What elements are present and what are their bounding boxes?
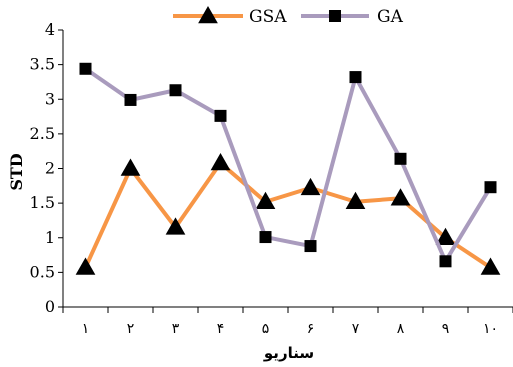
legend-item-gsa: GSA <box>173 5 287 27</box>
data-point-gsa <box>480 257 501 275</box>
x-tick-label: ۵ <box>262 321 270 337</box>
x-tick-label: ۴ <box>217 321 225 337</box>
x-tick-label: ۹ <box>442 321 450 337</box>
data-point-gsa <box>435 227 456 245</box>
data-point-gsa <box>345 191 366 209</box>
data-point-gsa <box>300 177 321 196</box>
data-point-gsa <box>210 152 231 171</box>
legend-label: GA <box>377 7 404 27</box>
series-layer <box>75 62 501 275</box>
data-point-ga <box>79 62 92 75</box>
data-point-gsa <box>255 191 276 209</box>
data-point-ga <box>349 71 362 84</box>
series-line-gsa <box>83 160 492 270</box>
data-point-gsa <box>120 158 141 176</box>
legend-label: GSA <box>249 7 287 27</box>
y-tick-label: 1 <box>45 228 55 247</box>
legend-marker <box>329 10 341 22</box>
legend-item-ga: GA <box>301 7 404 27</box>
data-point-ga <box>124 93 137 106</box>
legend: GSA GA <box>173 5 404 27</box>
data-point-ga <box>439 255 452 268</box>
data-point-gsa <box>75 257 96 275</box>
x-tick-label: ۲ <box>127 321 135 337</box>
y-tick-label: 0 <box>45 297 55 316</box>
y-tick-label: 1.5 <box>30 193 55 212</box>
data-point-ga <box>484 181 497 194</box>
y-axis-title: STD <box>7 153 26 190</box>
x-tick-label: ۸ <box>397 321 405 337</box>
data-point-gsa <box>390 188 411 206</box>
data-point-ga <box>304 240 317 253</box>
y-tick-label: 3.5 <box>30 55 55 74</box>
x-axis-title: سناریو <box>263 344 314 362</box>
y-tick-label: 2.5 <box>30 124 55 143</box>
legend-marker <box>198 5 218 24</box>
data-point-ga <box>169 84 182 97</box>
series-gsa <box>75 152 501 275</box>
y-tick-label: 3 <box>45 89 55 108</box>
y-tick-label: 0.5 <box>30 262 55 281</box>
x-tick-label: ۱۰ <box>483 321 498 337</box>
x-tick-label: ۷ <box>352 321 360 337</box>
x-tick-label: ۳ <box>172 321 180 337</box>
data-point-ga <box>214 109 227 122</box>
x-tick-label: ۱ <box>82 321 90 337</box>
data-point-gsa <box>165 217 186 235</box>
y-tick-label: 4 <box>45 20 55 39</box>
x-tick-label: ۶ <box>307 321 315 337</box>
x-axis: ۱ ۲ ۳ ۴ ۵ ۶ ۷ ۸ ۹ ۱۰ <box>62 306 513 337</box>
y-axis: 0 0.5 1 1.5 2 2.5 3 3.5 4 <box>30 20 64 316</box>
data-point-ga <box>394 152 407 165</box>
data-point-ga <box>259 231 272 244</box>
y-tick-label: 2 <box>45 159 55 178</box>
series-line-ga <box>84 67 493 264</box>
series-ga <box>79 62 497 268</box>
